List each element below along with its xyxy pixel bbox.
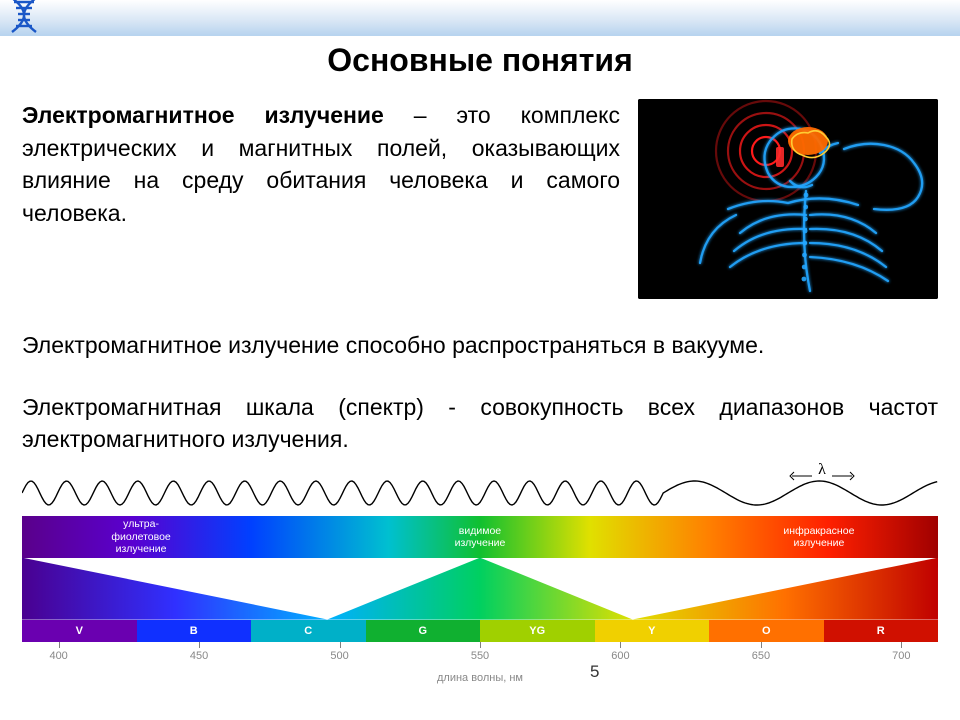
spectrum-gradient-bar: ультра-фиолетовоеизлучение видимоеизлучен… <box>22 516 938 558</box>
tick-label: 650 <box>752 650 770 662</box>
scale-cell: R <box>824 620 939 642</box>
scale-cell: C <box>251 620 366 642</box>
definition-text: Электромагнитное излучение – это комплек… <box>22 99 620 230</box>
tick-label: 700 <box>892 650 910 662</box>
scale-cell: O <box>709 620 824 642</box>
helix-icon <box>6 0 66 46</box>
tick-label: 400 <box>49 650 67 662</box>
tick-label: 500 <box>330 650 348 662</box>
spectrum-band-label: ультра-фиолетовоеизлучение <box>111 518 170 554</box>
tick-label: 600 <box>611 650 629 662</box>
tick-label: 550 <box>471 650 489 662</box>
lambda-label: λ <box>788 462 868 493</box>
axis-label: длина волны, нм <box>22 672 938 684</box>
scale-cell: B <box>137 620 252 642</box>
scale-cell: YG <box>480 620 595 642</box>
paragraph-2: Электромагнитное излучение способно расп… <box>22 329 938 361</box>
svg-text:λ: λ <box>818 462 826 478</box>
spectrum-band-label: инфракрасноеизлучение <box>783 525 854 549</box>
scale-cell: Y <box>595 620 710 642</box>
color-letter-scale: VBCGYGYOR <box>22 620 938 642</box>
paragraph-3: Электромагнитная шкала (спектр) - совоку… <box>22 391 938 455</box>
scale-cell: G <box>366 620 481 642</box>
skeleton-illustration <box>638 99 938 299</box>
wavelength-ticks: 400 450 500 550 600 650 700 <box>22 642 938 672</box>
page-title: Основные понятия <box>22 42 938 79</box>
spectrum-band-label: видимоеизлучение <box>455 525 506 549</box>
page-number: 5 <box>590 662 599 682</box>
scale-cell: V <box>22 620 137 642</box>
tick-label: 450 <box>190 650 208 662</box>
spectrum-diagram: λ ультра-фиолетовоеизлучениевидимоеизлуч… <box>22 470 938 684</box>
spectrum-triangles <box>22 558 938 620</box>
definition-term: Электромагнитное излучение <box>22 102 384 128</box>
